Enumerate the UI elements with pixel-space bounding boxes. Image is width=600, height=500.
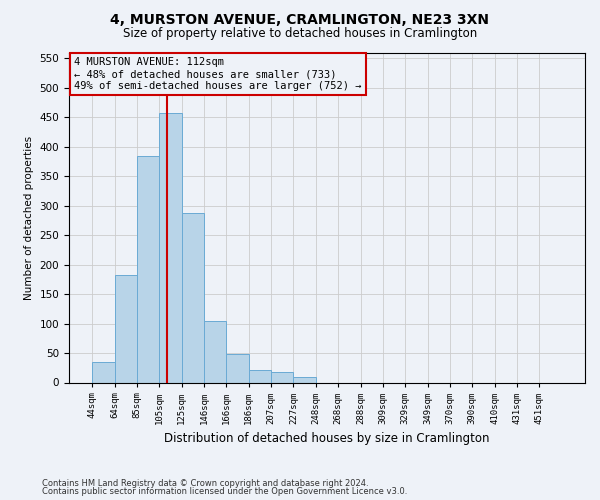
- Bar: [160, 112, 182, 382]
- Bar: [204, 320, 226, 382]
- Bar: [182, 214, 204, 382]
- Bar: [271, 372, 293, 382]
- X-axis label: Distribution of detached houses by size in Cramlington: Distribution of detached houses by size …: [164, 432, 490, 445]
- Bar: [226, 354, 249, 382]
- Text: Contains HM Land Registry data © Crown copyright and database right 2024.: Contains HM Land Registry data © Crown c…: [42, 478, 368, 488]
- Bar: [115, 274, 137, 382]
- Text: Size of property relative to detached houses in Cramlington: Size of property relative to detached ho…: [123, 28, 477, 40]
- Bar: [92, 362, 115, 382]
- Text: 4, MURSTON AVENUE, CRAMLINGTON, NE23 3XN: 4, MURSTON AVENUE, CRAMLINGTON, NE23 3XN: [110, 12, 490, 26]
- Bar: [249, 370, 271, 382]
- Bar: [137, 156, 160, 382]
- Bar: [293, 376, 316, 382]
- Text: Contains public sector information licensed under the Open Government Licence v3: Contains public sector information licen…: [42, 487, 407, 496]
- Text: 4 MURSTON AVENUE: 112sqm
← 48% of detached houses are smaller (733)
49% of semi-: 4 MURSTON AVENUE: 112sqm ← 48% of detach…: [74, 58, 362, 90]
- Y-axis label: Number of detached properties: Number of detached properties: [24, 136, 34, 300]
